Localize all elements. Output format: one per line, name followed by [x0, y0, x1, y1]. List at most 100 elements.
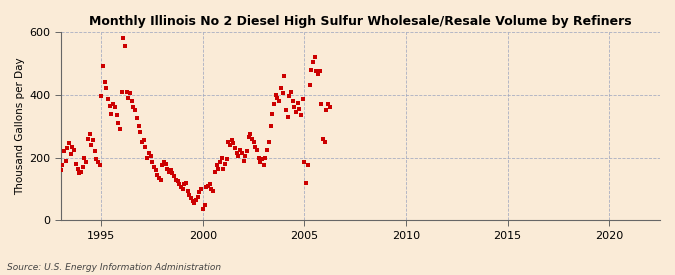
Point: [136, 140, 147, 144]
Point: [259, 163, 269, 167]
Point: [163, 169, 174, 174]
Point: [99, 80, 110, 84]
Point: [65, 152, 76, 156]
Point: [130, 108, 140, 113]
Point: [162, 166, 173, 171]
Point: [318, 136, 329, 141]
Title: Monthly Illinois No 2 Diesel High Sulfur Wholesale/Resale Volume by Refiners: Monthly Illinois No 2 Diesel High Sulfur…: [89, 15, 632, 28]
Point: [223, 140, 234, 144]
Point: [76, 169, 86, 174]
Point: [116, 89, 127, 94]
Point: [265, 124, 276, 128]
Point: [82, 136, 93, 141]
Point: [115, 127, 126, 131]
Point: [284, 94, 295, 98]
Point: [272, 96, 283, 100]
Point: [294, 107, 305, 111]
Point: [135, 130, 146, 135]
Point: [188, 199, 198, 204]
Point: [165, 168, 176, 172]
Point: [233, 154, 244, 158]
Point: [157, 163, 167, 167]
Point: [133, 124, 144, 128]
Point: [230, 146, 240, 150]
Point: [122, 89, 132, 94]
Point: [71, 162, 82, 166]
Point: [311, 69, 322, 73]
Point: [296, 113, 306, 117]
Point: [248, 140, 259, 144]
Point: [308, 60, 319, 64]
Point: [108, 102, 119, 106]
Point: [60, 158, 71, 163]
Point: [292, 100, 303, 105]
Point: [240, 154, 250, 158]
Point: [250, 144, 261, 149]
Point: [208, 188, 219, 193]
Point: [169, 174, 180, 178]
Point: [92, 160, 103, 164]
Point: [221, 157, 232, 161]
Point: [225, 143, 236, 147]
Point: [286, 89, 296, 94]
Point: [55, 168, 66, 172]
Point: [189, 201, 200, 205]
Point: [172, 179, 183, 183]
Point: [184, 193, 194, 197]
Point: [298, 97, 308, 102]
Point: [323, 102, 333, 106]
Point: [246, 136, 257, 141]
Point: [262, 147, 273, 152]
Text: Source: U.S. Energy Information Administration: Source: U.S. Energy Information Administ…: [7, 263, 221, 272]
Point: [263, 140, 274, 144]
Point: [81, 160, 92, 164]
Point: [69, 147, 80, 152]
Point: [98, 64, 109, 69]
Point: [304, 83, 315, 87]
Point: [86, 143, 97, 147]
Point: [106, 111, 117, 116]
Point: [59, 149, 70, 153]
Point: [267, 111, 278, 116]
Point: [159, 160, 169, 164]
Point: [178, 187, 188, 191]
Point: [171, 177, 182, 182]
Point: [319, 140, 330, 144]
Point: [148, 165, 159, 169]
Point: [119, 44, 130, 48]
Point: [213, 166, 223, 171]
Point: [140, 144, 151, 149]
Point: [74, 171, 85, 175]
Point: [211, 163, 222, 167]
Point: [146, 160, 157, 164]
Point: [109, 105, 120, 109]
Point: [280, 108, 291, 113]
Point: [150, 168, 161, 172]
Point: [152, 173, 163, 177]
Point: [198, 207, 209, 211]
Point: [202, 184, 213, 188]
Point: [289, 105, 300, 109]
Point: [145, 154, 156, 158]
Point: [277, 91, 288, 95]
Point: [316, 102, 327, 106]
Point: [91, 157, 102, 161]
Point: [209, 169, 220, 174]
Point: [275, 86, 286, 91]
Point: [226, 138, 237, 142]
Point: [153, 176, 164, 180]
Point: [245, 132, 256, 136]
Point: [219, 162, 230, 166]
Point: [288, 99, 298, 103]
Point: [62, 146, 73, 150]
Point: [218, 166, 229, 171]
Point: [138, 138, 149, 142]
Point: [72, 166, 83, 171]
Point: [142, 155, 153, 160]
Point: [181, 180, 192, 185]
Point: [67, 144, 78, 149]
Point: [179, 182, 190, 186]
Point: [299, 160, 310, 164]
Point: [161, 162, 171, 166]
Point: [321, 108, 332, 113]
